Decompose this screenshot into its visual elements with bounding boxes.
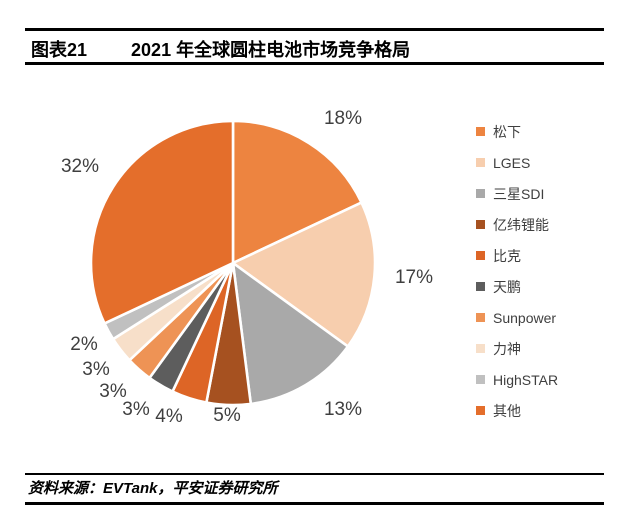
pie-label-LGES: 17%: [394, 267, 434, 288]
source-note: 资料来源：EVTank，平安证券研究所: [28, 480, 278, 497]
legend-label: 比克: [493, 247, 521, 264]
footer-bottom-rule: [25, 502, 604, 505]
legend-item-松下: 松下: [476, 116, 558, 147]
legend-label: 松下: [493, 123, 521, 140]
legend-swatch: [476, 375, 485, 384]
footer-top-rule: [25, 473, 604, 475]
legend-label: HighSTAR: [493, 371, 559, 388]
legend-swatch: [476, 282, 485, 291]
legend-item-天鹏: 天鹏: [476, 271, 558, 302]
legend-swatch: [476, 158, 485, 167]
chart-title: 2021 年全球圆柱电池市场竞争格局: [131, 40, 411, 60]
pie-slice-LGES: [231, 201, 377, 348]
legend-item-三星SDI: 三星SDI: [476, 178, 558, 209]
legend-swatch: [476, 251, 485, 260]
legend-swatch: [476, 313, 485, 322]
legend-item-比克: 比克: [476, 240, 558, 271]
legend-swatch: [476, 220, 485, 229]
legend-label: 三星SDI: [493, 185, 545, 202]
legend-swatch: [476, 189, 485, 198]
legend-label: 亿纬锂能: [493, 216, 549, 233]
legend-item-Sunpower: Sunpower: [476, 302, 558, 333]
chart-legend: 松下 LGES 三星SDI 亿纬锂能比克天鹏 Sunpower 力神 HighSTAR 其他: [476, 116, 558, 426]
legend-item-其他: 其他: [476, 395, 558, 426]
legend-label: 其他: [493, 402, 521, 419]
pie-slice-其他: [89, 119, 235, 325]
pie-label-松下: 18%: [323, 108, 363, 129]
figure-number: 图表21: [31, 40, 88, 60]
pie-label-亿纬锂能: 5%: [213, 405, 241, 426]
legend-label: 天鹏: [493, 278, 521, 295]
legend-swatch: [476, 344, 485, 353]
header-top-rule: [25, 28, 604, 31]
legend-item-力神: 力神: [476, 333, 558, 364]
pie-label-Sunpower: 3%: [99, 381, 127, 402]
legend-swatch: [476, 406, 485, 415]
pie-slice-松下: [231, 119, 363, 265]
legend-label: 力神: [493, 340, 521, 357]
pie-label-天鹏: 3%: [122, 399, 150, 420]
pie-label-比克: 4%: [155, 406, 183, 427]
legend-label: Sunpower: [493, 309, 557, 326]
header-bottom-rule: [25, 62, 604, 65]
pie-slice-三星SDI: [231, 261, 350, 406]
legend-item-HighSTAR: HighSTAR: [476, 364, 558, 395]
legend-item-亿纬锂能: 亿纬锂能: [476, 209, 558, 240]
legend-label: LGES: [493, 154, 531, 171]
legend-item-LGES: LGES: [476, 147, 558, 178]
pie-label-力神: 3%: [82, 359, 110, 380]
legend-swatch: [476, 127, 485, 136]
chart-header: 图表21 2021 年全球圆柱电池市场竞争格局: [31, 36, 410, 62]
pie-label-三星SDI: 13%: [323, 399, 363, 420]
pie-label-其他: 32%: [60, 156, 100, 177]
pie-label-HighSTAR: 2%: [70, 334, 98, 355]
